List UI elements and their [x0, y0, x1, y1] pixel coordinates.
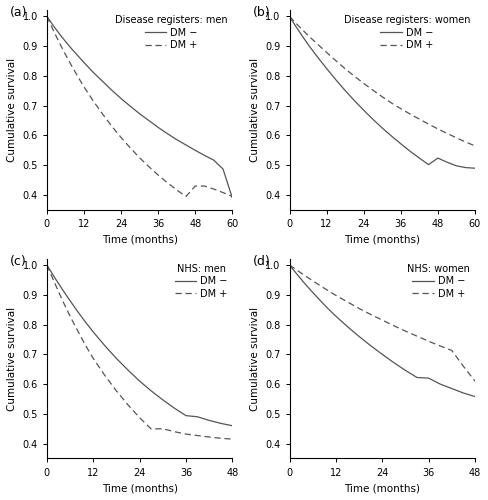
X-axis label: Time (months): Time (months) [344, 483, 420, 493]
X-axis label: Time (months): Time (months) [102, 483, 178, 493]
X-axis label: Time (months): Time (months) [344, 234, 420, 244]
Legend: DM −, DM +: DM −, DM + [405, 262, 472, 300]
Y-axis label: Cumulative survival: Cumulative survival [249, 58, 260, 162]
Text: (b): (b) [252, 6, 270, 20]
Legend: DM −, DM +: DM −, DM + [113, 14, 229, 52]
Text: (d): (d) [252, 255, 270, 268]
X-axis label: Time (months): Time (months) [102, 234, 178, 244]
Y-axis label: Cumulative survival: Cumulative survival [7, 306, 17, 411]
Legend: DM −, DM +: DM −, DM + [173, 262, 229, 300]
Legend: DM −, DM +: DM −, DM + [342, 14, 472, 52]
Text: (c): (c) [10, 255, 26, 268]
Y-axis label: Cumulative survival: Cumulative survival [7, 58, 17, 162]
Y-axis label: Cumulative survival: Cumulative survival [249, 306, 260, 411]
Text: (a): (a) [10, 6, 27, 20]
